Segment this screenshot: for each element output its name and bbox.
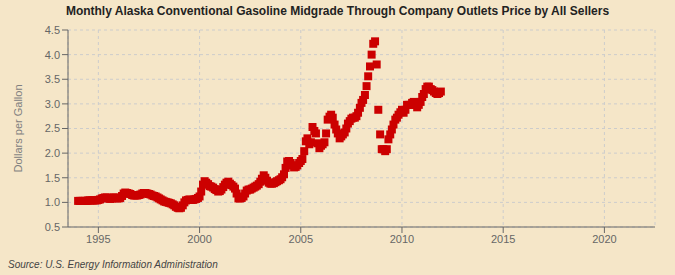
svg-text:2.5: 2.5 [45, 122, 60, 134]
svg-text:3.0: 3.0 [45, 98, 60, 110]
svg-text:1.0: 1.0 [45, 196, 60, 208]
svg-text:4.0: 4.0 [45, 49, 60, 61]
html-text:Monthly Alaska Conventional Ga: Monthly Alaska Conventional Gasoline Mid… [65, 4, 610, 18]
svg-text:2005: 2005 [289, 233, 313, 245]
svg-text:2015: 2015 [491, 233, 515, 245]
svg-text:2000: 2000 [187, 233, 211, 245]
svg-text:4.5: 4.5 [45, 24, 60, 36]
svg-text:2020: 2020 [592, 233, 616, 245]
svg-text:2.0: 2.0 [45, 147, 60, 159]
html-text:Source: U.S. Energy Informatio: Source: U.S. Energy Information Administ… [8, 259, 218, 270]
svg-text:2010: 2010 [390, 233, 414, 245]
svg-text:Dollars per Gallon: Dollars per Gallon [12, 84, 24, 172]
svg-text:0.5: 0.5 [45, 221, 60, 233]
svg-text:3.5: 3.5 [45, 73, 60, 85]
svg-text:1.5: 1.5 [45, 172, 60, 184]
svg-text:1995: 1995 [86, 233, 110, 245]
